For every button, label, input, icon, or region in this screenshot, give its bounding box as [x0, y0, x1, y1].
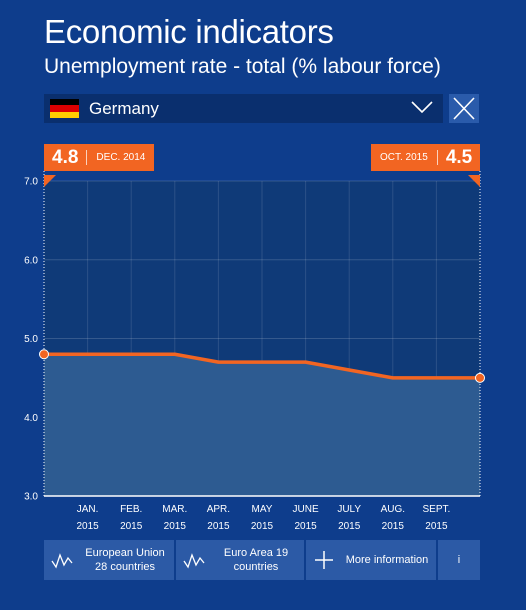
country-select[interactable]: Germany: [44, 94, 443, 123]
start-date: DEC. 2014: [96, 152, 146, 163]
x-tick-label: JAN.: [77, 504, 99, 515]
info-button[interactable]: i: [438, 540, 480, 580]
x-tick-label: 2015: [338, 521, 361, 532]
footer-toolbar: European Union 28 countries Euro Area 19 c…: [44, 540, 480, 580]
page-title: Economic indicators: [44, 13, 334, 50]
x-tick-label: SEPT.: [423, 504, 451, 515]
x-tick-label: FEB.: [120, 504, 142, 515]
y-tick-label: 4.0: [24, 413, 38, 424]
germany-flag-icon: [50, 99, 79, 118]
close-button[interactable]: [449, 94, 479, 123]
sparkline-icon: [48, 551, 76, 569]
unemployment-chart: 3.0 4.0 5.0 6.0 7.0 JAN. 2015 FEB. 2015 MAR. 2015 A…: [24, 171, 485, 532]
y-tick-label: 6.0: [24, 255, 38, 266]
start-badge-pointer: [44, 175, 56, 187]
y-tick-label: 7.0: [24, 177, 38, 188]
x-tick-label: 2015: [120, 521, 143, 532]
x-tick-label: 2015: [207, 521, 230, 532]
x-tick-label: 2015: [294, 521, 317, 532]
end-date: OCT. 2015: [380, 152, 428, 163]
page-subtitle: Unemployment rate - total (% labour forc…: [44, 55, 441, 78]
badge-divider: [436, 150, 438, 165]
y-tick-label: 5.0: [24, 334, 38, 345]
euro-area-label: Euro Area 19 countries: [223, 547, 289, 573]
close-icon: [453, 97, 475, 120]
x-tick-label: JULY: [337, 504, 361, 515]
more-information-button[interactable]: More information: [306, 540, 436, 580]
more-information-label: More information: [345, 554, 429, 566]
chevron-down-icon: [411, 101, 433, 114]
start-value: 4.8: [52, 146, 79, 168]
data-point-end: [475, 372, 485, 383]
series-area: [44, 354, 480, 496]
x-tick-label: MAY: [252, 504, 273, 515]
end-badge-pointer: [468, 175, 480, 187]
x-tick-label: JUNE: [293, 504, 319, 515]
end-value-badge: OCT. 2015 4.5: [371, 144, 481, 171]
euro-area-button[interactable]: Euro Area 19 countries: [176, 540, 304, 580]
x-tick-label: 2015: [76, 521, 99, 532]
start-value-badge: 4.8 DEC. 2014: [44, 144, 155, 171]
x-tick-label: 2015: [164, 521, 187, 532]
x-tick-label: 2015: [382, 521, 405, 532]
badge-divider: [86, 150, 88, 165]
x-tick-label: APR.: [207, 504, 230, 515]
x-tick-label: 2015: [251, 521, 274, 532]
country-select-value: Germany: [89, 98, 159, 118]
info-icon: i: [457, 554, 461, 566]
data-point-start: [39, 349, 49, 360]
x-tick-label: MAR.: [162, 504, 187, 515]
european-union-label: European Union 28 countries: [85, 547, 165, 573]
x-tick-label: 2015: [425, 521, 448, 532]
plus-icon: [310, 550, 338, 570]
y-tick-label: 3.0: [24, 492, 38, 503]
sparkline-icon: [180, 551, 208, 569]
end-value: 4.5: [445, 146, 473, 168]
european-union-button[interactable]: European Union 28 countries: [44, 540, 174, 580]
x-tick-label: AUG.: [381, 504, 405, 515]
series-line: [42, 352, 482, 380]
